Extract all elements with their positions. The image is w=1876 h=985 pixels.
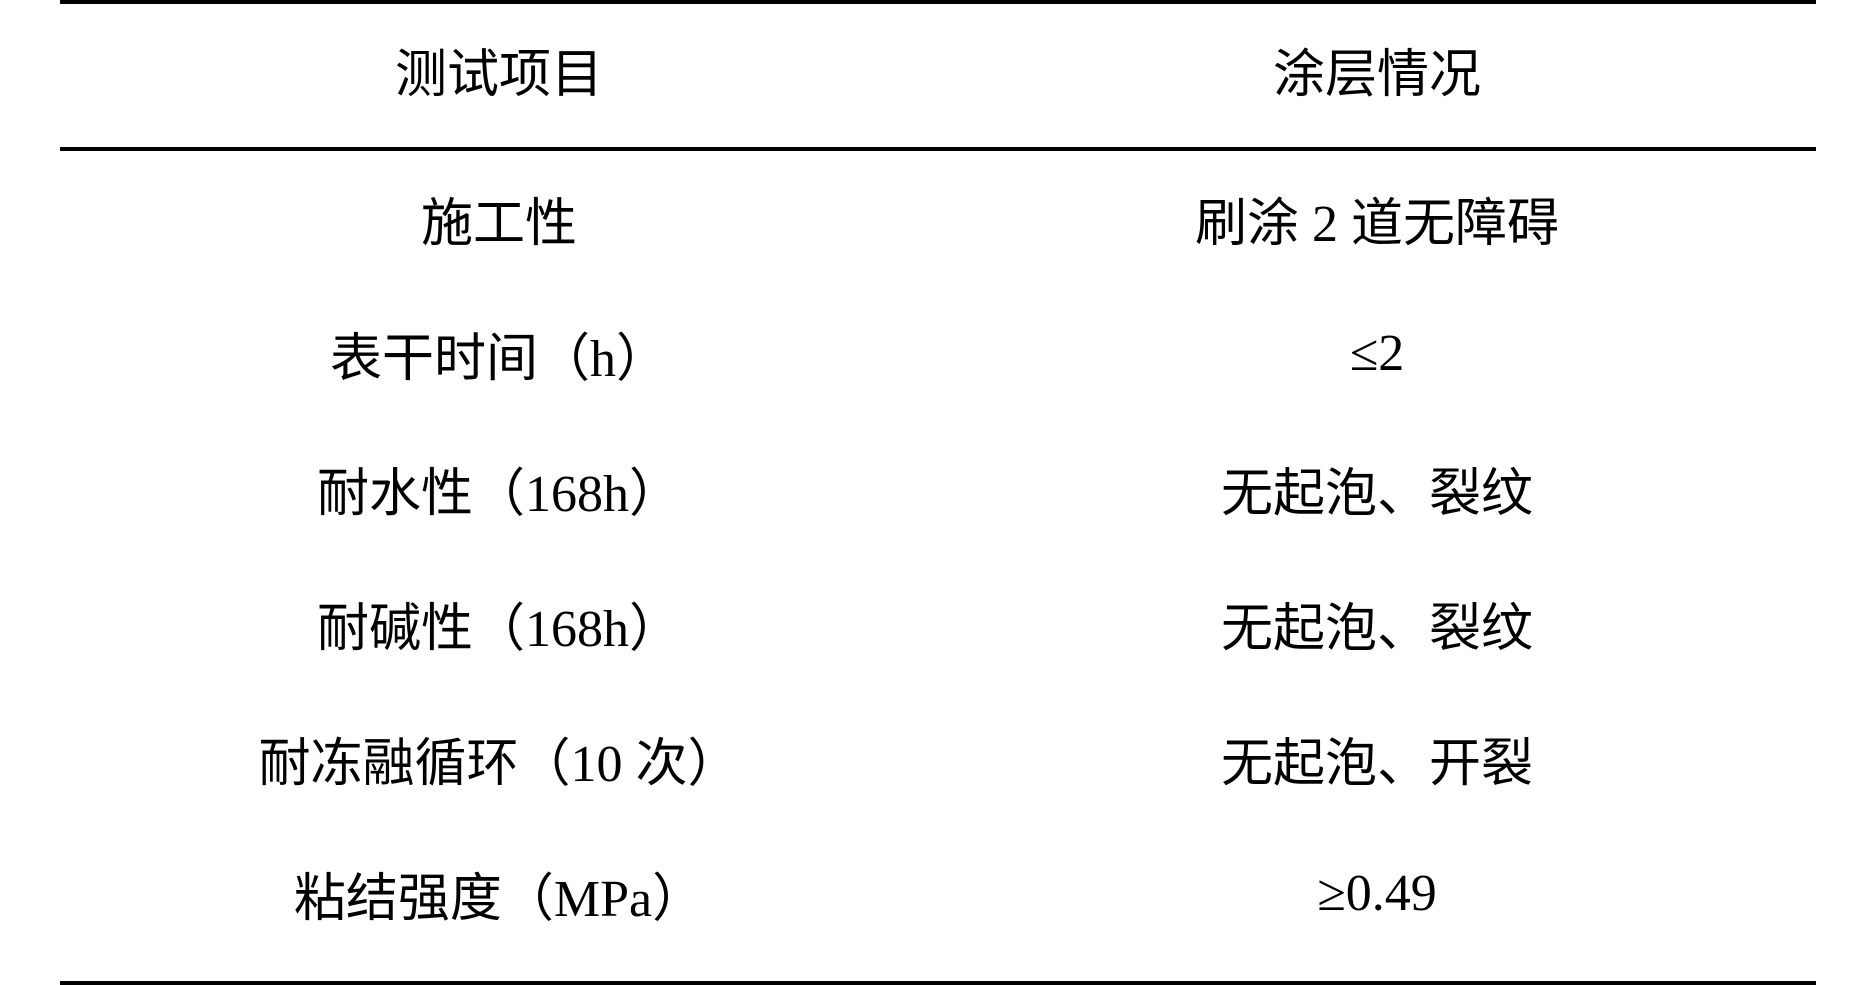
cell-item: 表干时间（h） (60, 286, 938, 421)
table-row: 耐水性（168h） 无起泡、裂纹 (60, 421, 1816, 556)
column-header-value: 涂层情况 (938, 2, 1816, 149)
cell-item: 粘结强度（MPa） (60, 826, 938, 983)
cell-item: 施工性 (60, 149, 938, 286)
cell-value: 无起泡、开裂 (938, 691, 1816, 826)
table-row: 耐碱性（168h） 无起泡、裂纹 (60, 556, 1816, 691)
table-row: 施工性 刷涂 2 道无障碍 (60, 149, 1816, 286)
table-header-row: 测试项目 涂层情况 (60, 2, 1816, 149)
column-header-item: 测试项目 (60, 2, 938, 149)
table-row: 耐冻融循环（10 次） 无起泡、开裂 (60, 691, 1816, 826)
table-row: 表干时间（h） ≤2 (60, 286, 1816, 421)
cell-value: 刷涂 2 道无障碍 (938, 149, 1816, 286)
cell-value: 无起泡、裂纹 (938, 421, 1816, 556)
coating-properties-table: 测试项目 涂层情况 施工性 刷涂 2 道无障碍 表干时间（h） ≤2 耐水性（1… (60, 0, 1816, 985)
cell-item: 耐水性（168h） (60, 421, 938, 556)
table-container: 测试项目 涂层情况 施工性 刷涂 2 道无障碍 表干时间（h） ≤2 耐水性（1… (0, 0, 1876, 985)
cell-item: 耐碱性（168h） (60, 556, 938, 691)
cell-value: ≥0.49 (938, 826, 1816, 983)
table-row: 粘结强度（MPa） ≥0.49 (60, 826, 1816, 983)
cell-value: ≤2 (938, 286, 1816, 421)
cell-value: 无起泡、裂纹 (938, 556, 1816, 691)
cell-item: 耐冻融循环（10 次） (60, 691, 938, 826)
